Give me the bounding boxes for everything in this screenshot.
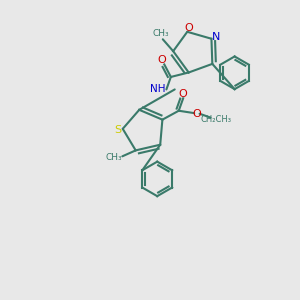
Text: CH₃: CH₃ <box>106 153 122 162</box>
Text: CH₃: CH₃ <box>153 29 169 38</box>
Text: S: S <box>114 125 121 135</box>
Text: O: O <box>184 23 193 33</box>
Text: CH₂CH₃: CH₂CH₃ <box>200 115 231 124</box>
Text: O: O <box>192 109 201 119</box>
Text: N: N <box>212 32 220 42</box>
Text: NH: NH <box>150 84 166 94</box>
Text: O: O <box>179 89 188 99</box>
Text: O: O <box>158 55 166 65</box>
